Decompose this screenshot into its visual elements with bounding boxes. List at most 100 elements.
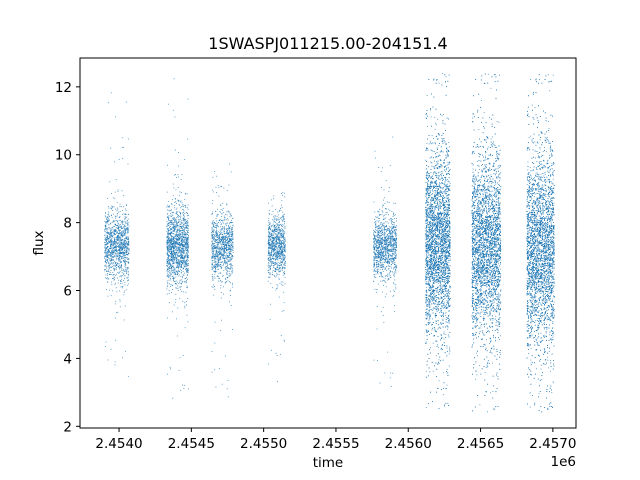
data-point	[166, 206, 168, 208]
data-point	[283, 258, 284, 260]
data-point	[118, 227, 119, 228]
data-point	[373, 274, 375, 276]
data-point	[386, 275, 388, 276]
data-point	[217, 242, 219, 243]
data-point	[177, 174, 179, 176]
data-point	[221, 228, 223, 230]
data-point	[184, 233, 186, 235]
data-point	[106, 243, 108, 245]
data-point	[119, 251, 121, 253]
data-point	[120, 256, 122, 257]
data-point	[174, 228, 175, 230]
data-point	[186, 265, 188, 267]
data-point	[183, 230, 185, 232]
data-point	[382, 276, 384, 278]
data-point	[108, 238, 109, 240]
data-point	[379, 261, 381, 263]
data-point	[174, 259, 176, 260]
data-point	[282, 236, 284, 238]
data-point	[387, 251, 389, 253]
data-point	[231, 267, 233, 269]
data-point	[124, 261, 126, 263]
data-point	[109, 241, 111, 243]
data-point	[271, 235, 272, 236]
data-point	[112, 210, 113, 211]
data-point	[281, 245, 283, 247]
data-point	[215, 271, 217, 273]
data-point	[180, 201, 181, 203]
data-point	[272, 287, 274, 289]
data-point	[232, 265, 233, 267]
data-point	[128, 228, 129, 230]
data-point	[268, 259, 269, 261]
data-point	[112, 236, 113, 238]
data-point	[178, 239, 180, 241]
data-point	[181, 206, 183, 208]
data-point	[114, 268, 116, 270]
data-point	[120, 281, 121, 283]
data-point	[169, 241, 171, 243]
data-point	[118, 260, 120, 261]
data-point	[104, 252, 106, 254]
data-point	[268, 244, 270, 246]
data-point	[225, 228, 227, 230]
data-point	[125, 243, 127, 244]
data-point	[272, 228, 274, 230]
data-point	[177, 264, 179, 266]
data-point	[280, 232, 281, 234]
data-point	[174, 281, 176, 282]
data-point	[229, 254, 231, 255]
data-point	[117, 238, 119, 240]
data-point	[174, 252, 176, 254]
data-point	[276, 234, 278, 236]
data-point	[373, 201, 375, 203]
data-point	[185, 226, 187, 228]
data-point	[109, 248, 110, 250]
data-point	[282, 247, 284, 249]
data-point	[267, 258, 269, 260]
data-point	[167, 201, 169, 202]
data-point	[119, 216, 121, 218]
data-point	[231, 265, 233, 267]
data-point	[224, 260, 226, 262]
data-point	[127, 277, 129, 278]
data-point	[279, 225, 280, 226]
data-point	[390, 232, 392, 234]
data-point	[279, 268, 280, 269]
data-point	[231, 224, 233, 226]
data-point	[377, 360, 378, 361]
data-point	[280, 270, 281, 272]
data-point	[229, 216, 231, 218]
data-point	[110, 348, 112, 350]
data-point	[277, 287, 278, 289]
data-point	[173, 219, 174, 220]
data-point	[228, 260, 230, 262]
data-point	[227, 270, 228, 272]
data-point	[174, 273, 176, 275]
data-point	[213, 249, 215, 251]
data-point	[282, 237, 284, 239]
data-point	[177, 249, 179, 251]
data-point	[173, 242, 175, 244]
data-point	[212, 253, 213, 255]
data-point	[167, 234, 169, 235]
data-point	[168, 206, 170, 208]
data-point	[220, 253, 221, 255]
data-point	[126, 269, 128, 271]
data-point	[384, 278, 386, 280]
data-point	[173, 221, 175, 223]
data-point	[268, 217, 270, 219]
data-point	[168, 260, 170, 262]
data-point	[218, 222, 219, 223]
data-point	[380, 260, 382, 261]
data-point	[267, 225, 269, 226]
data-point	[113, 247, 115, 249]
data-point	[109, 253, 111, 255]
data-point	[105, 223, 107, 225]
data-point	[223, 241, 225, 242]
data-point	[168, 205, 170, 207]
data-point	[283, 230, 285, 232]
data-point	[169, 272, 171, 273]
data-point	[226, 281, 227, 283]
data-point	[173, 237, 174, 239]
